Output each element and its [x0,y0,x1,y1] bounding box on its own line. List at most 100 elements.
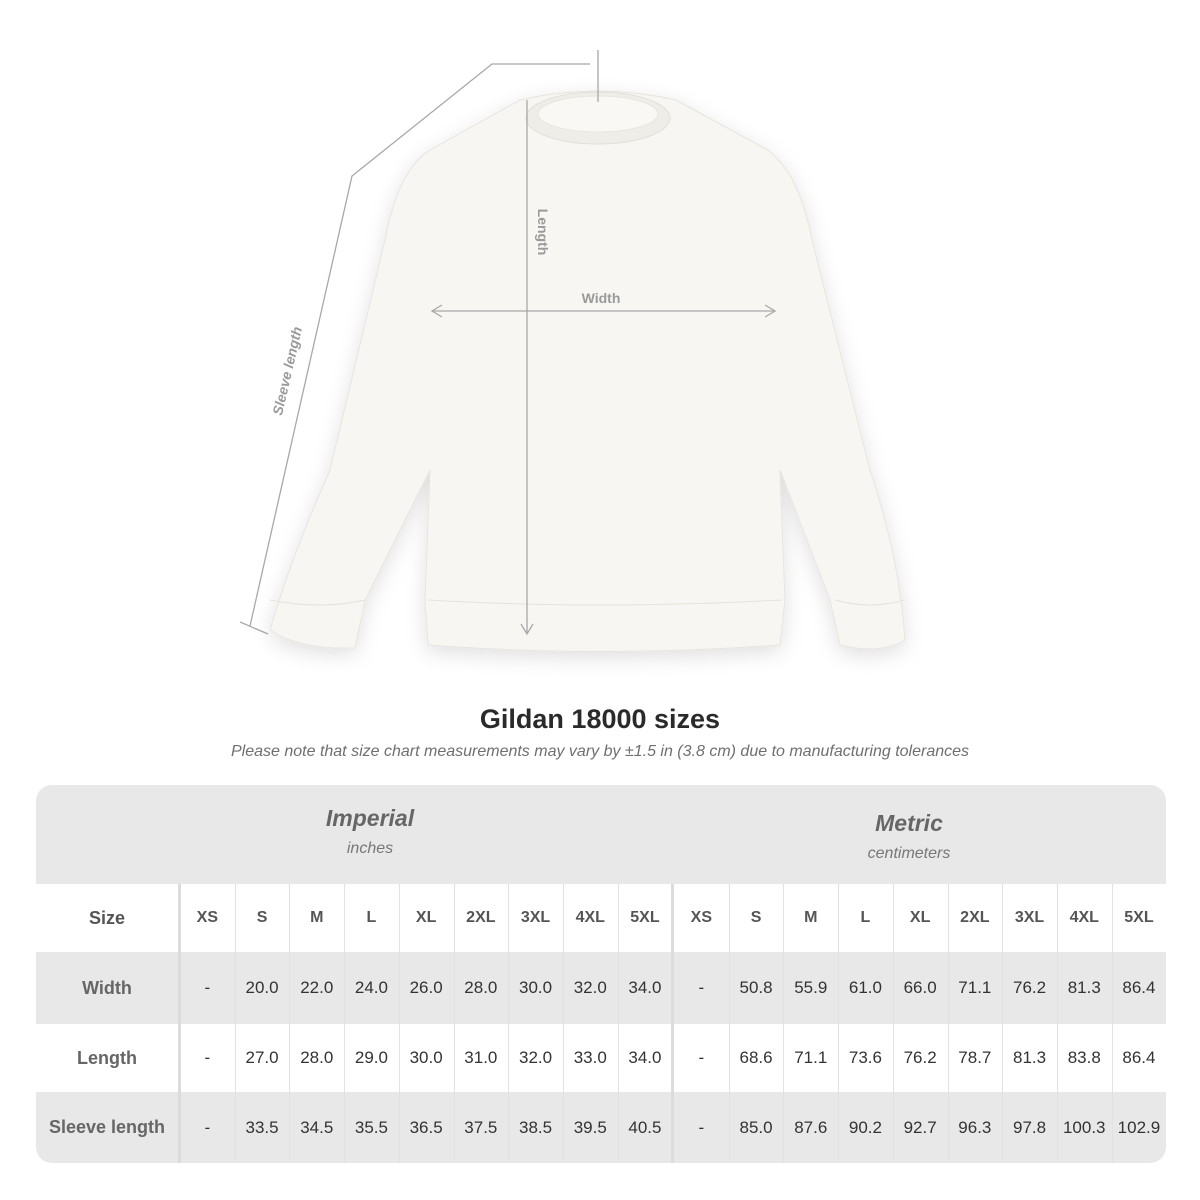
size-label: Size [88,907,126,928]
row-label: Sleeve length [48,1117,166,1137]
measurement-lines [239,50,777,636]
metric-value: 71.1 [794,1048,828,1067]
metric-value: 81.3 [1012,1048,1047,1067]
imperial-value: 24.0 [354,978,388,997]
metric-value: 61.0 [848,978,882,997]
metric-value: 78.7 [958,1048,992,1067]
metric-value: 55.9 [794,978,828,997]
metric-value: 68.6 [739,1048,773,1067]
imperial-value: 39.5 [573,1117,607,1137]
imperial-value: 34.0 [628,978,662,997]
imperial-value: 38.5 [518,1117,553,1137]
metric-size-3xl: 3XL [1014,909,1045,926]
imperial-value: - [204,1117,211,1137]
size-header-row: Size XS XS S S M M L L XL XL 2XL 2XL 3XL 3XL 4XL 4XL 5XL 5… [36,884,1166,952]
imperial-value: 34.5 [300,1117,334,1137]
metric-value: 96.3 [958,1117,992,1137]
imperial-size-s: S [256,909,268,926]
metric-title: Metric [875,810,943,836]
column-divider [178,884,181,1163]
column-divider [453,884,455,1163]
imperial-value: 33.5 [245,1117,279,1137]
imperial-value: 29.0 [354,1048,388,1067]
imperial-header: Imperial inches [180,805,560,858]
column-divider [508,884,510,1163]
table-row: Sleeve length - 33.5 34.5 35.5 36.5 37.5 38.5 39… [36,1092,1166,1163]
imperial-size-xl: XL [415,909,437,926]
metric-value: 100.3 [1062,1117,1106,1137]
metric-size-2xl: 2XL [960,909,990,926]
column-divider [289,884,291,1163]
imperial-value: 40.5 [628,1117,662,1137]
row-label: Width [82,977,132,998]
imperial-value: 35.5 [354,1117,388,1137]
imperial-value: 30.0 [518,978,553,997]
metric-value: 86.4 [1122,978,1156,997]
metric-value: 87.6 [794,1117,828,1137]
imperial-value: 37.5 [464,1117,498,1137]
metric-size-l: L [860,909,871,926]
metric-size-xs: XS [690,909,713,926]
metric-value: 90.2 [848,1117,882,1137]
metric-value: 76.2 [903,1048,937,1067]
sleeve-length-label: Sleeve length [269,325,305,417]
size-table: Imperial inches Metric centimeters Size X… [36,785,1166,1163]
tolerance-note: Please note that size chart measurements… [230,743,970,760]
imperial-value: 27.0 [245,1048,279,1067]
imperial-value: 30.0 [409,1048,443,1067]
metric-size-m: M [804,909,818,926]
metric-value: - [698,1117,705,1137]
imperial-title: Imperial [325,805,415,831]
sweatshirt-diagram: Sleeve length Length Width [239,50,906,652]
imperial-size-2xl: 2XL [466,909,496,926]
length-label: Length [535,209,551,256]
imperial-size-3xl: 3XL [520,909,551,926]
imperial-value: 22.0 [300,978,334,997]
metric-value: 86.4 [1122,1048,1156,1067]
metric-unit: centimeters [867,845,951,862]
table-row: Length - 27.0 28.0 29.0 30.0 31.0 32.0 33.0 34.0 -… [36,1024,1166,1092]
metric-value: 50.8 [739,978,773,997]
imperial-size-4xl: 4XL [575,909,605,926]
column-divider [344,884,346,1163]
metric-size-4xl: 4XL [1069,909,1099,926]
metric-value: 81.3 [1067,978,1101,997]
imperial-value: 33.0 [573,1048,607,1067]
imperial-size-xs: XS [196,909,219,926]
page-title: Gildan 18000 sizes [479,704,721,734]
column-divider [562,884,564,1163]
column-divider [1056,884,1058,1163]
column-divider [398,884,400,1163]
metric-value: - [698,1048,705,1067]
metric-value: 85.0 [739,1117,773,1137]
column-divider [728,884,730,1163]
imperial-unit: inches [346,840,394,857]
imperial-value: 20.0 [245,978,279,997]
metric-header: Metric centimeters [674,810,1144,863]
imperial-size-l: L [366,909,377,926]
column-divider [892,884,894,1163]
column-divider [838,884,840,1163]
metric-value: 71.1 [958,978,992,997]
imperial-value: 34.0 [628,1048,662,1067]
imperial-size-m: M [310,909,324,926]
width-label: Width [582,290,621,306]
imperial-value: - [204,1048,211,1067]
imperial-value: 36.5 [409,1117,443,1137]
column-divider [783,884,785,1163]
metric-size-xl: XL [909,909,931,926]
imperial-value: 28.0 [464,978,498,997]
imperial-value: 31.0 [464,1048,498,1067]
column-divider [234,884,236,1163]
metric-size-5xl: 5XL [1124,909,1154,926]
column-divider [617,884,619,1163]
metric-value: 102.9 [1117,1117,1161,1137]
metric-value: 97.8 [1012,1117,1047,1137]
column-divider [1111,884,1113,1163]
metric-size-s: S [750,909,762,926]
metric-value: - [698,978,705,997]
imperial-size-5xl: 5XL [630,909,660,926]
imperial-value: 32.0 [518,1048,553,1067]
metric-value: 66.0 [903,978,937,997]
imperial-value: - [204,978,211,997]
